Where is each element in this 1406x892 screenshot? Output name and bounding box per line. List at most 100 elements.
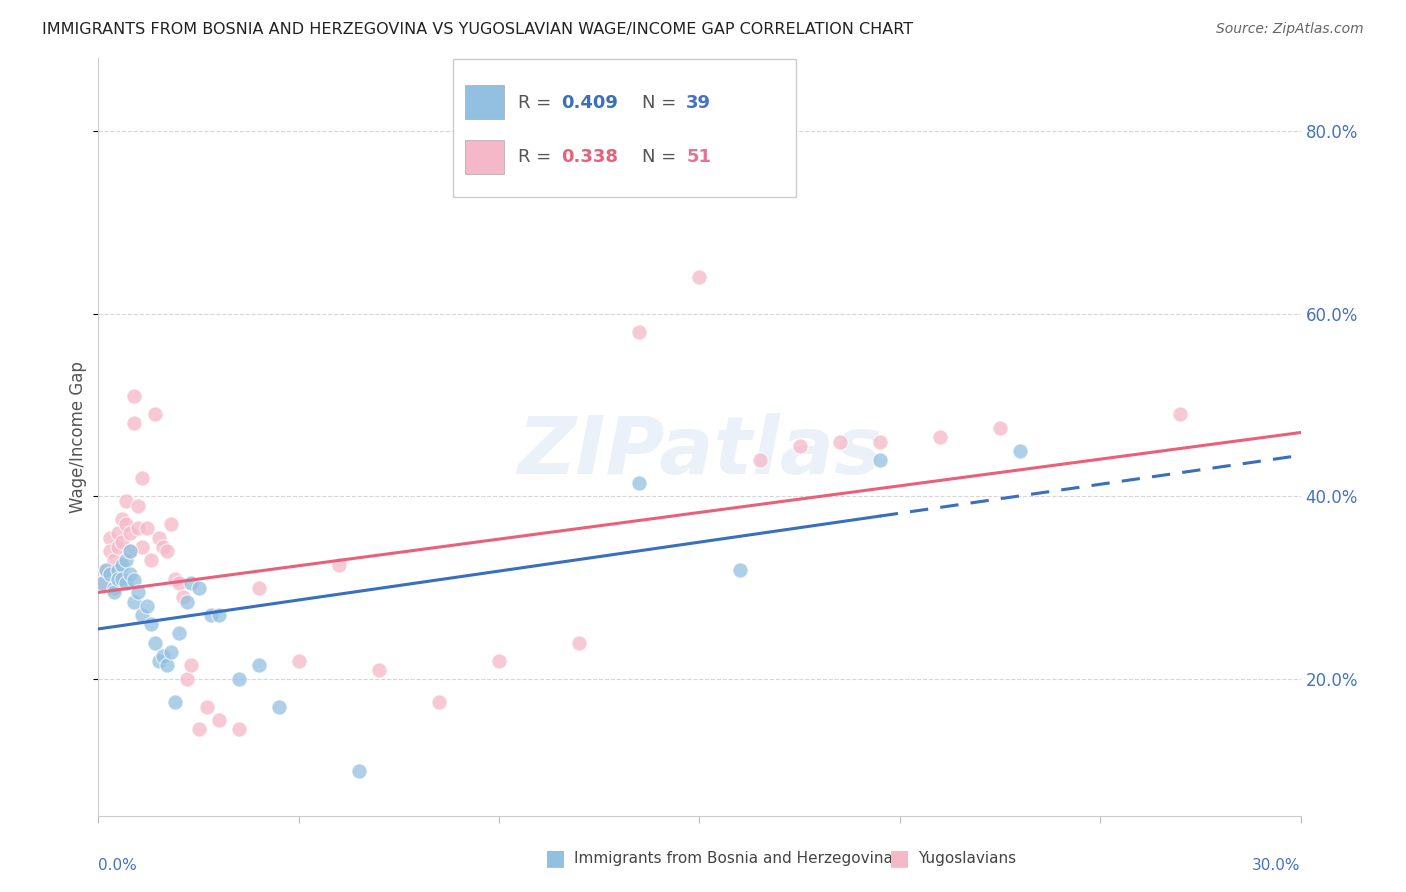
Text: N =: N =	[641, 94, 682, 112]
Point	[115, 576, 138, 591]
Point	[128, 585, 150, 599]
Point	[180, 658, 202, 673]
Point	[152, 540, 174, 554]
Point	[100, 544, 122, 558]
Point	[115, 553, 138, 567]
Point	[368, 663, 391, 677]
Point	[187, 723, 209, 737]
Point	[103, 585, 125, 599]
Point	[128, 521, 150, 535]
Point	[131, 540, 153, 554]
Point	[111, 535, 134, 549]
Point	[167, 626, 190, 640]
Point	[111, 512, 134, 526]
Point	[120, 567, 142, 582]
Point	[107, 526, 129, 541]
Point	[728, 562, 751, 576]
Text: IMMIGRANTS FROM BOSNIA AND HERZEGOVINA VS YUGOSLAVIAN WAGE/INCOME GAP CORRELATIO: IMMIGRANTS FROM BOSNIA AND HERZEGOVINA V…	[42, 22, 914, 37]
Point	[628, 325, 651, 339]
Point	[568, 635, 591, 649]
Point	[163, 695, 186, 709]
Text: 0.0%: 0.0%	[98, 858, 138, 873]
Text: Source: ZipAtlas.com: Source: ZipAtlas.com	[1216, 22, 1364, 37]
Point	[200, 608, 222, 623]
Text: R =: R =	[517, 94, 557, 112]
Point	[187, 581, 209, 595]
Point	[1010, 443, 1032, 458]
Point	[163, 572, 186, 586]
Point	[247, 581, 270, 595]
Point	[167, 576, 190, 591]
Point	[120, 544, 142, 558]
Point	[100, 531, 122, 545]
Text: 51: 51	[686, 148, 711, 166]
Point	[328, 558, 350, 572]
Point	[195, 699, 218, 714]
Point	[96, 562, 118, 576]
Point	[135, 521, 157, 535]
Text: ■: ■	[546, 848, 565, 868]
Point	[139, 553, 162, 567]
Point	[115, 516, 138, 531]
Point	[688, 270, 710, 285]
Text: ■: ■	[890, 848, 910, 868]
Point	[128, 499, 150, 513]
Y-axis label: Wage/Income Gap: Wage/Income Gap	[69, 361, 87, 513]
Point	[148, 531, 170, 545]
Point	[208, 713, 231, 727]
Point	[107, 562, 129, 576]
Point	[91, 576, 114, 591]
Point	[180, 576, 202, 591]
FancyBboxPatch shape	[465, 140, 503, 174]
Point	[155, 658, 177, 673]
Point	[155, 544, 177, 558]
Point	[111, 572, 134, 586]
Text: N =: N =	[641, 148, 682, 166]
Point	[124, 417, 146, 431]
Point	[176, 672, 198, 686]
Point	[789, 439, 811, 453]
Point	[124, 574, 146, 588]
Text: ZIPatlas: ZIPatlas	[517, 413, 882, 491]
Point	[120, 544, 142, 558]
Text: Yugoslavians: Yugoslavians	[918, 851, 1017, 865]
Point	[488, 654, 510, 668]
FancyBboxPatch shape	[453, 60, 796, 197]
Point	[139, 617, 162, 632]
Point	[828, 434, 851, 449]
Point	[143, 407, 166, 421]
Point	[929, 430, 952, 444]
Point	[152, 649, 174, 664]
Point	[159, 645, 181, 659]
Point	[247, 658, 270, 673]
Text: 39: 39	[686, 94, 711, 112]
Point	[208, 608, 231, 623]
Point	[1170, 407, 1192, 421]
Point	[124, 594, 146, 608]
Point	[120, 526, 142, 541]
Point	[267, 699, 290, 714]
Point	[115, 494, 138, 508]
Point	[172, 590, 194, 604]
Point	[148, 654, 170, 668]
Point	[107, 540, 129, 554]
Point	[176, 594, 198, 608]
Point	[159, 516, 181, 531]
Text: 0.338: 0.338	[561, 148, 619, 166]
Text: 30.0%: 30.0%	[1253, 858, 1301, 873]
Point	[288, 654, 311, 668]
Point	[91, 576, 114, 591]
Text: 0.409: 0.409	[561, 94, 619, 112]
Point	[143, 635, 166, 649]
Point	[103, 553, 125, 567]
Point	[748, 453, 770, 467]
Point	[124, 389, 146, 403]
Point	[228, 672, 250, 686]
Point	[228, 723, 250, 737]
Point	[628, 475, 651, 490]
Text: Immigrants from Bosnia and Herzegovina: Immigrants from Bosnia and Herzegovina	[574, 851, 893, 865]
Point	[347, 764, 370, 778]
Point	[96, 562, 118, 576]
Point	[111, 558, 134, 572]
Point	[135, 599, 157, 613]
